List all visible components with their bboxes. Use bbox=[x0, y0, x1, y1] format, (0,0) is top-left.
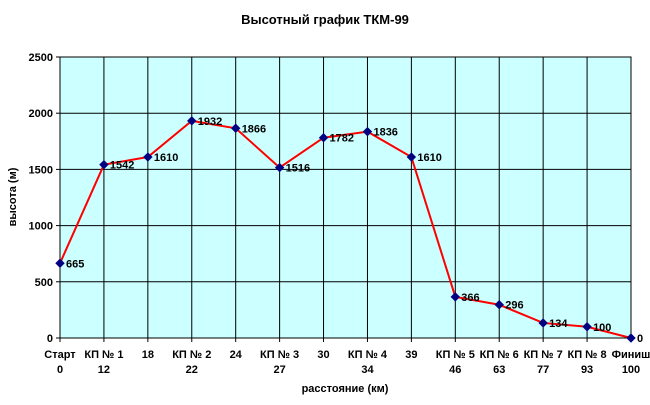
data-label: 100 bbox=[593, 322, 611, 334]
data-point-marker bbox=[230, 123, 241, 133]
data-point-marker bbox=[318, 132, 329, 143]
data-label: 134 bbox=[549, 318, 568, 330]
data-point-marker bbox=[55, 258, 65, 268]
x-tick-label-km: 46 bbox=[449, 364, 461, 376]
y-tick-label: 1500 bbox=[29, 164, 53, 176]
data-label: 665 bbox=[66, 258, 84, 270]
plot-area bbox=[59, 56, 632, 339]
x-tick-label-km: 27 bbox=[273, 364, 285, 376]
elevation-series-line bbox=[59, 119, 632, 339]
x-tick-label-name: КП № 3 bbox=[260, 349, 299, 361]
data-label: 1610 bbox=[417, 152, 441, 164]
data-label: 1610 bbox=[154, 152, 178, 164]
data-point-markers bbox=[55, 116, 636, 343]
horizontal-gridlines bbox=[60, 112, 631, 283]
x-tick-label-km: 77 bbox=[537, 364, 549, 376]
data-labels: 665 1542 1610 1932 1866 1516 1782 1836 1610 366 29… bbox=[66, 116, 643, 345]
y-tick-label: 2500 bbox=[29, 52, 53, 64]
x-tick-label-name: КП № 1 bbox=[84, 349, 123, 361]
data-point-marker bbox=[494, 300, 504, 310]
data-point-marker bbox=[538, 318, 548, 328]
data-point-marker bbox=[187, 116, 197, 126]
data-point-marker bbox=[406, 152, 417, 162]
x-tick-label-km: 39 bbox=[405, 349, 417, 361]
data-label: 0 bbox=[637, 333, 643, 345]
x-tick-label-name: КП № 8 bbox=[568, 349, 607, 361]
x-tick-label-name: КП № 7 bbox=[524, 349, 563, 361]
x-tick-label-km: 63 bbox=[493, 364, 505, 376]
x-tick-label-km: 12 bbox=[98, 364, 110, 376]
chart-title: Высотный график ТКМ-99 bbox=[241, 12, 409, 27]
x-axis-tick-labels: Старт 0 КП № 1 12 18 КП № 2 22 24 КП № 3 27 30 КП №… bbox=[44, 338, 650, 376]
y-axis-title: высота (м) bbox=[7, 167, 19, 226]
x-tick-label-km: 34 bbox=[361, 364, 374, 376]
x-tick-label-name: КП № 2 bbox=[172, 349, 211, 361]
data-point-marker bbox=[274, 162, 285, 173]
x-tick-label-name: Старт bbox=[44, 349, 76, 361]
y-tick-label: 0 bbox=[47, 333, 53, 345]
y-tick-label: 1000 bbox=[29, 221, 53, 233]
y-tick-label: 500 bbox=[35, 277, 53, 289]
x-tick-label-km: 24 bbox=[230, 349, 243, 361]
x-tick-label-km: 30 bbox=[317, 349, 329, 361]
x-tick-label-km: 93 bbox=[581, 364, 593, 376]
x-tick-label-name: КП № 4 bbox=[348, 349, 388, 361]
data-label: 1542 bbox=[110, 160, 134, 172]
data-point-marker bbox=[582, 322, 592, 332]
x-tick-label-km: 0 bbox=[57, 364, 63, 376]
data-label: 1516 bbox=[286, 163, 310, 175]
vertical-gridlines bbox=[103, 57, 588, 338]
x-tick-label-name: Финиш bbox=[612, 349, 650, 361]
x-tick-label-name: КП № 6 bbox=[480, 349, 519, 361]
x-tick-label-km: 100 bbox=[622, 364, 640, 376]
data-point-marker bbox=[143, 152, 153, 162]
data-point-marker bbox=[99, 159, 109, 170]
y-axis-tick-labels: 0 500 1000 1500 2000 2500 bbox=[29, 52, 60, 345]
y-tick-label: 2000 bbox=[29, 108, 53, 120]
data-point-marker bbox=[362, 126, 373, 137]
data-point-marker bbox=[450, 292, 461, 302]
data-label: 1782 bbox=[330, 133, 354, 145]
x-axis-title: расстояние (км) bbox=[302, 383, 389, 395]
data-label: 1932 bbox=[198, 116, 222, 128]
x-tick-label-name: КП № 5 bbox=[436, 349, 475, 361]
data-label: 1836 bbox=[373, 127, 397, 139]
x-tick-label-km: 22 bbox=[186, 364, 198, 376]
data-label: 366 bbox=[461, 292, 479, 304]
data-label: 296 bbox=[505, 300, 523, 312]
x-tick-label-km: 18 bbox=[142, 349, 154, 361]
data-point-marker bbox=[626, 333, 636, 343]
data-label: 1866 bbox=[242, 123, 266, 135]
